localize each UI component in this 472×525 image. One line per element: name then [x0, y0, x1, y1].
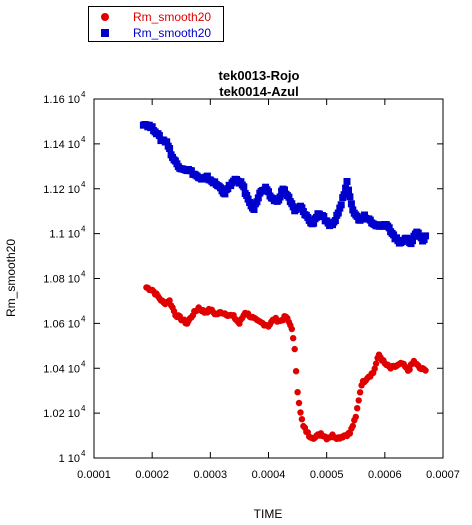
y-tick-label: 1.14 10 [43, 139, 80, 151]
data-point-red [297, 409, 304, 416]
data-point-blue [320, 213, 328, 220]
data-point-blue [337, 201, 345, 209]
series-blue-squares [139, 121, 430, 248]
data-point-red [288, 325, 295, 333]
y-tick-label: 1.1 10 [49, 229, 80, 241]
data-point-blue [420, 236, 428, 244]
data-point-blue [243, 192, 251, 199]
y-tick-label: 1.04 10 [43, 363, 80, 375]
x-tick-label: 0.0002 [135, 469, 169, 481]
y-tick-exponent: 4 [81, 449, 86, 458]
legend-item-red: Rm_smooth20 [89, 9, 223, 25]
y-tick-exponent: 4 [81, 135, 86, 144]
data-point-blue [340, 191, 348, 199]
data-point-blue [163, 138, 171, 146]
series-layer [139, 121, 430, 443]
plot-frame [93, 98, 444, 459]
series-red-circles [143, 284, 429, 443]
legend-marker-red-circle [101, 13, 109, 21]
x-tick-label: 0.0004 [252, 469, 286, 481]
x-tick-label: 0.0007 [426, 469, 460, 481]
x-tick-label: 0.0006 [368, 469, 402, 481]
y-tick-exponent: 4 [81, 270, 86, 279]
data-point-blue [385, 224, 393, 232]
data-point-blue [343, 178, 351, 185]
plot-border [93, 98, 444, 459]
data-point-red [356, 389, 364, 396]
data-point-red [422, 367, 429, 374]
data-point-blue [409, 237, 416, 245]
data-point-blue [253, 198, 261, 206]
data-point-blue [347, 200, 355, 208]
data-point-blue [422, 232, 430, 240]
legend-label-blue: Rm_smooth20 [133, 26, 212, 40]
legend-marker-blue-square [101, 29, 109, 37]
data-point-red [354, 405, 361, 412]
y-tick-exponent: 4 [81, 180, 86, 189]
data-point-red [291, 345, 298, 353]
data-point-blue [404, 235, 412, 243]
y-tick-label: 1.12 10 [43, 184, 80, 196]
x-tick-label: 0.0003 [194, 469, 228, 481]
y-tick-label: 1 10 [59, 453, 80, 465]
data-point-red [406, 366, 413, 373]
data-point-blue [334, 209, 342, 217]
data-point-red [298, 416, 306, 423]
data-point-blue [331, 217, 339, 224]
data-point-red [346, 430, 354, 437]
data-point-red [290, 335, 297, 342]
x-tick-label: 0.0005 [310, 469, 344, 481]
x-tick-label: 0.0001 [77, 469, 111, 481]
legend-item-blue: Rm_smooth20 [89, 25, 223, 41]
y-tick-label: 1.16 10 [43, 94, 80, 106]
data-point-red [166, 297, 173, 304]
data-point-blue [281, 186, 288, 194]
data-point-blue [298, 204, 306, 212]
data-point-blue [265, 188, 272, 196]
data-point-red [294, 389, 301, 396]
data-point-red [352, 413, 359, 421]
y-tick-exponent: 4 [81, 90, 86, 99]
y-tick-exponent: 4 [81, 404, 86, 413]
y-tick-label: 1.08 10 [43, 274, 80, 286]
y-tick-exponent: 4 [81, 314, 86, 323]
data-point-red [295, 399, 303, 407]
data-point-blue [346, 193, 354, 201]
y-tick-label: 1.06 10 [43, 318, 80, 330]
y-tick-exponent: 4 [81, 359, 86, 368]
chart-title-line-2: tek0014-Azul [219, 84, 298, 99]
data-point-blue [310, 219, 318, 227]
legend-label-red: Rm_smooth20 [133, 10, 212, 24]
y-axis: 1 10 41.02 10 41.04 10 41.06 10 41.08 10 41.1… [43, 90, 443, 465]
data-point-blue [148, 123, 156, 131]
data-point-blue [254, 194, 262, 202]
data-point-blue [240, 183, 248, 191]
data-point-blue [250, 206, 258, 213]
data-point-blue [203, 172, 211, 180]
legend: Rm_smooth20 Rm_smooth20 [88, 6, 224, 42]
data-point-red [355, 397, 362, 404]
chart-title-line-1: tek0013-Rojo [219, 68, 300, 83]
data-point-blue [345, 186, 352, 194]
y-tick-exponent: 4 [81, 225, 86, 234]
y-tick-label: 1.02 10 [43, 408, 80, 420]
data-point-blue [276, 193, 284, 201]
data-point-red [349, 422, 356, 430]
data-point-blue [221, 190, 229, 198]
data-point-red [292, 368, 300, 375]
data-point-blue [285, 193, 293, 201]
data-point-blue [155, 132, 163, 140]
x-axis-label: TIME [254, 507, 283, 521]
data-point-red [372, 360, 380, 367]
data-point-blue [166, 145, 174, 152]
data-point-red [371, 365, 378, 372]
x-axis: 0.0001 0.0002 0.0003 0.0004 0.0005 0.0006 0.00… [77, 99, 460, 481]
y-axis-label: Rm_smooth20 [4, 239, 18, 317]
